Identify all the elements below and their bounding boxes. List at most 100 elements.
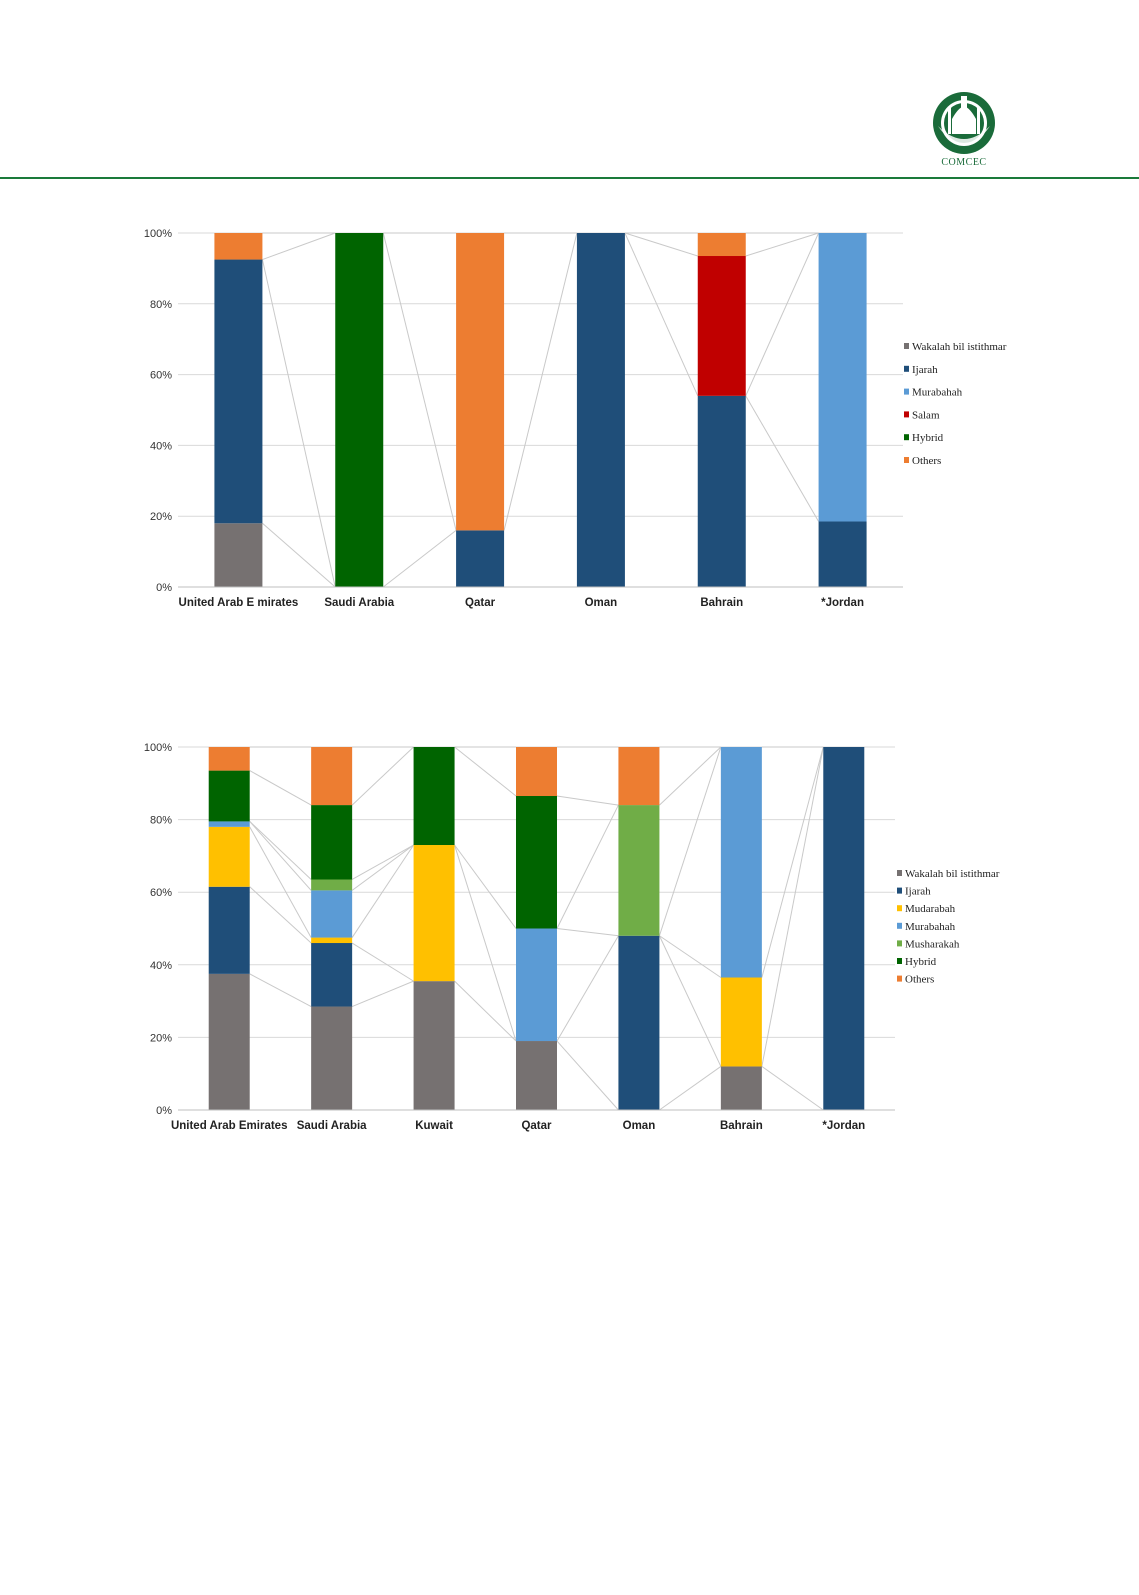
x-category-label: United Arab Emirates [171,1120,288,1132]
header-rule [0,177,1139,179]
legend-swatch [897,922,902,929]
legend-swatch [904,365,909,372]
bar-oman-ijarah [618,935,660,1110]
y-tick-label: 20% [150,1032,172,1044]
y-tick-label: 0% [156,1105,172,1117]
series-line [351,746,414,806]
legend-swatch [904,388,909,395]
legend-label: Wakalah bil istithmar [905,868,1000,880]
bar-saudi-arabia-hybrid [311,805,353,880]
bar-qatar-ijarah [456,530,505,587]
series-line [659,935,722,978]
bar-qatar-others [516,747,557,797]
legend-label: Murabahah [905,921,956,933]
series-line [382,232,457,531]
bar-bahrain-salam [697,256,746,396]
series-line [556,804,619,929]
chart-1: 0% 20% 40% 60% 80% 100% United Arab E mirates S… [144,228,1007,609]
bar-bahrain-wakalah-bil-istithmar [720,1066,762,1110]
bar-united-arab-e-mirates-wakalah-bil-istithmar [214,523,263,587]
bar-saudi-arabia-hybrid [335,233,384,587]
bar-saudi-arabia-mudarabah [311,937,353,944]
series-line [556,928,619,937]
bar-united-arab-emirates-mudarabah [208,826,250,887]
series-line [761,1066,824,1111]
bar-bahrain-murabahah [720,747,762,978]
series-line [262,522,336,588]
x-category-label: Oman [585,597,618,609]
series-line [454,746,517,797]
legend-label: Murabahah [912,387,963,399]
legend-swatch [904,457,909,463]
series-line [761,746,824,978]
y-tick-label: 60% [150,370,172,382]
legend-swatch [897,870,902,876]
legend-swatch [904,411,909,418]
series-line [624,232,698,257]
legend-swatch [897,940,902,947]
bar-kuwait-wakalah-bil-istithmar [413,981,455,1110]
bar-saudi-arabia-wakalah-bil-istithmar [311,1006,353,1110]
series-line [351,942,414,982]
series-line [351,844,414,938]
series-line [382,529,457,588]
y-tick-label: 60% [150,887,172,899]
x-category-label: Qatar [465,597,496,609]
bar-saudi-arabia-murabahah [311,890,353,938]
bar-bahrain-ijarah [697,395,746,587]
series-line [262,232,336,261]
comcec-logo-icon [933,92,995,154]
bar-bahrain-mudarabah [720,977,762,1067]
legend-label: Hybrid [905,956,937,968]
x-category-label: United Arab E mirates [179,597,299,609]
series-line [249,821,312,891]
bar-united-arab-e-mirates-ijarah [214,259,263,524]
legend-swatch [897,958,902,964]
y-tick-label: 40% [150,440,172,452]
legend-swatch [904,343,909,349]
bar-saudi-arabia-ijarah [311,943,353,1007]
bar-united-arab-emirates-wakalah-bil-istithmar [208,973,250,1110]
series-line [249,826,312,938]
series-line [249,886,312,944]
legend-swatch [904,434,909,441]
y-tick-label: 100% [144,228,172,240]
series-line [745,232,820,397]
series-line [658,935,722,1067]
y-tick-label: 80% [150,815,172,827]
bar-oman-ijarah [576,233,625,587]
series-line [261,259,336,588]
series-line [351,844,414,880]
bar-jordan-murabahah [818,233,867,522]
series-line [454,980,517,1042]
bar-united-arab-emirates-ijarah [208,886,250,974]
x-category-label: Oman [623,1120,656,1132]
series-line [659,1066,722,1111]
y-tick-label: 0% [156,582,172,594]
series-line [249,973,312,1007]
series-line [503,232,578,531]
bar-united-arab-e-mirates-others [214,233,263,260]
bar-qatar-murabahah [516,928,557,1042]
legend-label: Others [912,455,941,467]
series-line [624,232,699,397]
bar-united-arab-emirates-hybrid [208,770,250,822]
series-line [761,746,824,1067]
bar-bahrain-others [697,233,746,257]
bar-kuwait-mudarabah [413,845,455,982]
bar-jordan-ijarah [818,521,867,587]
bar-jordan-ijarah [823,747,865,1110]
y-tick-label: 80% [150,299,172,311]
x-category-label: *Jordan [821,597,864,609]
x-category-label: Kuwait [415,1120,453,1132]
bar-saudi-arabia-others [311,747,353,806]
bar-qatar-hybrid [516,796,557,929]
series-line [454,844,517,929]
series-line [351,980,414,1008]
legend-swatch [897,975,902,982]
legend-label: Musharakah [905,938,960,950]
y-tick-label: 100% [144,742,172,754]
y-tick-label: 20% [150,511,172,523]
x-category-label: Saudi Arabia [324,597,394,609]
x-category-label: *Jordan [822,1120,865,1132]
